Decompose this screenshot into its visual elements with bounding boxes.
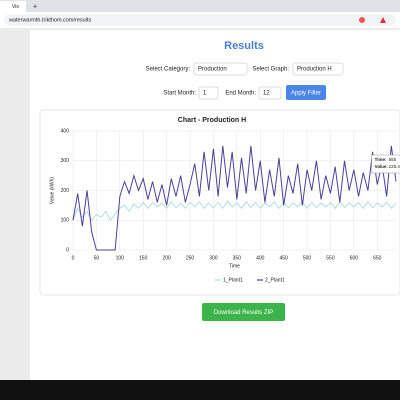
tab-title: Vis (12, 4, 19, 10)
button-label: Apply Filter (291, 91, 321, 97)
url: waterwarmth.trikthom.com/results (8, 17, 91, 23)
x-tick-label: 550 (326, 255, 335, 261)
tooltip-value: 655 (389, 157, 397, 162)
legend-label: 2_Plant1 (265, 277, 285, 283)
page-title: Results (224, 40, 264, 52)
y-tick-label: 400 (61, 128, 70, 134)
apply-button[interactable] (286, 85, 326, 100)
button-label: Download Results ZIP (214, 310, 273, 316)
select-value: 12 (263, 91, 270, 97)
select[interactable] (292, 62, 344, 76)
ext-icon[interactable] (380, 17, 386, 23)
label: Select Category: (146, 67, 191, 73)
y-tick-label: 100 (61, 218, 70, 224)
tooltip (371, 154, 400, 174)
download-button[interactable] (202, 303, 285, 321)
label: End Month: (225, 91, 256, 97)
x-tick-label: 100 (116, 255, 125, 261)
new-tab[interactable]: + (33, 3, 37, 10)
tab-bar (0, 0, 400, 12)
address-bar[interactable] (4, 14, 396, 26)
taskbar (0, 380, 400, 400)
x-tick-label: 650 (373, 255, 382, 261)
select[interactable] (258, 86, 282, 100)
series-line (72, 200, 397, 222)
x-tick-label: 150 (139, 255, 148, 261)
ext-icon[interactable] (359, 17, 365, 23)
tab[interactable] (0, 1, 26, 12)
select-value: 1 (203, 91, 207, 97)
legend-label: 1_Plant1 (223, 277, 243, 283)
x-tick-label: 300 (209, 255, 218, 261)
x-tick-label: 250 (186, 255, 195, 261)
x-tick-label: 450 (279, 255, 288, 261)
x-tick-label: 600 (350, 255, 359, 261)
series-line (72, 145, 397, 251)
x-tick-label: 0 (72, 255, 75, 261)
y-tick-label: 200 (61, 188, 70, 194)
label: Select Graph: (252, 67, 289, 73)
tooltip-label: Time: (375, 157, 387, 162)
tooltip-value: 225.4 (389, 164, 400, 169)
x-tick-label: 350 (233, 255, 242, 261)
y-axis-label: Value (kWh) (49, 177, 55, 204)
x-tick-label: 200 (162, 255, 171, 261)
y-tick-label: 300 (61, 158, 70, 164)
chart-title: Chart - Production H (178, 117, 246, 124)
select-value: Production (198, 67, 227, 73)
select[interactable] (198, 86, 219, 100)
x-axis-label: Time (229, 263, 240, 269)
chart-card (39, 109, 400, 296)
x-tick-label: 500 (303, 255, 312, 261)
y-tick-label: 0 (66, 247, 69, 253)
chart: Chart - Production H 0 100 200 300 400 0 50 100 1… (49, 117, 397, 283)
x-tick-label: 50 (94, 255, 100, 261)
select-value: Production H (297, 67, 332, 73)
select[interactable] (193, 62, 248, 76)
label: Start Month: (163, 91, 196, 97)
x-tick-label: 400 (256, 255, 265, 261)
tooltip-label: Value: (375, 164, 389, 169)
